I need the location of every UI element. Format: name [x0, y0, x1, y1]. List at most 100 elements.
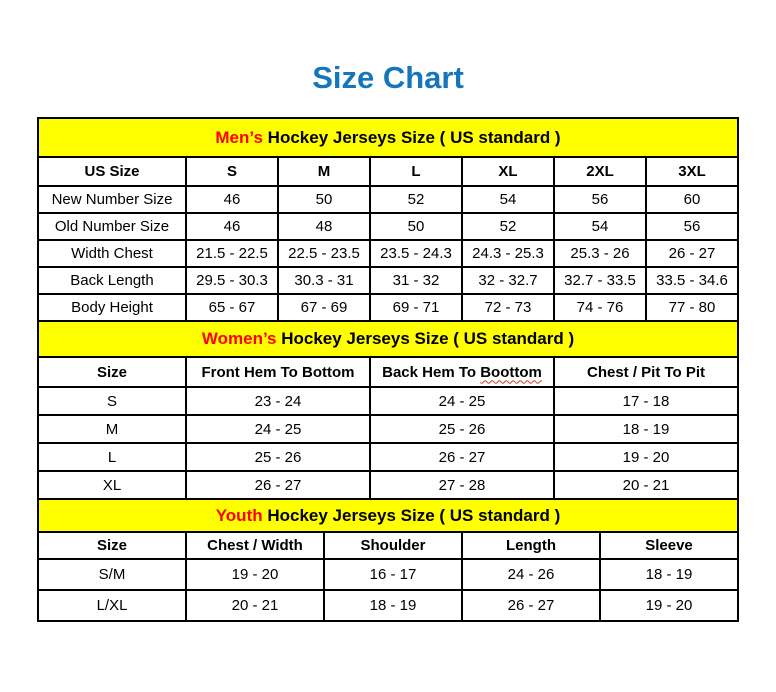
- column-header-3xl: 3XL: [645, 156, 739, 187]
- row-label: L/XL: [37, 589, 187, 622]
- column-header-2xl: 2XL: [553, 156, 647, 187]
- cell: 31 - 32: [369, 266, 463, 295]
- cell: 30.3 - 31: [277, 266, 371, 295]
- cell: 56: [645, 212, 739, 241]
- cell: 32 - 32.7: [461, 266, 555, 295]
- row-label: L: [37, 442, 187, 472]
- column-header-l: L: [369, 156, 463, 187]
- table-row-youth-lxl: L/XL 20 - 21 18 - 19 26 - 27 19 - 20: [37, 589, 740, 622]
- table-row-women-m: M 24 - 25 25 - 26 18 - 19: [37, 414, 740, 444]
- table-row-new-number-size: New Number Size 46 50 52 54 56 60: [37, 185, 739, 214]
- column-header-length: Length: [461, 531, 601, 560]
- cell: 26 - 27: [185, 470, 371, 500]
- row-label: S: [37, 386, 187, 416]
- mens-size-table: Men’s Hockey Jerseys Size ( US standard …: [37, 117, 739, 322]
- cell: 22.5 - 23.5: [277, 239, 371, 268]
- cell: 17 - 18: [552, 386, 740, 416]
- cell: 72 - 73: [461, 293, 555, 322]
- column-header-size: Size: [37, 356, 187, 388]
- mens-section-title: Men’s Hockey Jerseys Size ( US standard …: [37, 117, 739, 158]
- womens-section-header-row: Women’s Hockey Jerseys Size ( US standar…: [36, 320, 740, 358]
- cell: 23.5 - 24.3: [369, 239, 463, 268]
- cell: 56: [553, 185, 647, 214]
- column-header-xl: XL: [461, 156, 555, 187]
- mens-section-title-highlight: Men’s: [215, 127, 263, 147]
- mens-section-header-row: Men’s Hockey Jerseys Size ( US standard …: [37, 117, 739, 158]
- cell: 26 - 27: [645, 239, 739, 268]
- back-hem-prefix: Back Hem To: [382, 363, 477, 381]
- column-header-us-size: US Size: [37, 156, 187, 187]
- back-hem-misspelled-word: Boottom: [480, 363, 542, 381]
- youth-section-title-rest: Hockey Jerseys Size ( US standard ): [267, 505, 561, 525]
- mens-section-title-rest: Hockey Jerseys Size ( US standard ): [267, 127, 561, 147]
- cell: 65 - 67: [185, 293, 279, 322]
- youth-size-table: Youth Hockey Jerseys Size ( US standard …: [36, 498, 740, 622]
- cell: 26 - 27: [461, 589, 601, 622]
- cell: 69 - 71: [369, 293, 463, 322]
- cell: 27 - 28: [369, 470, 555, 500]
- cell: 18 - 19: [598, 558, 740, 591]
- cell: 54: [461, 185, 555, 214]
- cell: 46: [185, 212, 279, 241]
- cell: 26 - 27: [369, 442, 555, 472]
- row-label: Body Height: [37, 293, 187, 322]
- youth-section-title-highlight: Youth: [215, 505, 263, 525]
- womens-section-title: Women’s Hockey Jerseys Size ( US standar…: [36, 320, 740, 358]
- cell: 52: [369, 185, 463, 214]
- row-label: Back Length: [37, 266, 187, 295]
- table-row-women-xl: XL 26 - 27 27 - 28 20 - 21: [37, 470, 740, 500]
- cell: 54: [553, 212, 647, 241]
- cell: 19 - 20: [552, 442, 740, 472]
- table-row-body-height: Body Height 65 - 67 67 - 69 69 - 71 72 -…: [37, 293, 739, 322]
- column-header-m: M: [277, 156, 371, 187]
- row-label: New Number Size: [37, 185, 187, 214]
- cell: 48: [277, 212, 371, 241]
- row-label: S/M: [37, 558, 187, 591]
- cell: 74 - 76: [553, 293, 647, 322]
- cell: 16 - 17: [323, 558, 463, 591]
- column-header-s: S: [185, 156, 279, 187]
- womens-section-title-rest: Hockey Jerseys Size ( US standard ): [281, 329, 575, 348]
- column-header-sleeve: Sleeve: [598, 531, 740, 560]
- table-row-youth-sm: S/M 19 - 20 16 - 17 24 - 26 18 - 19: [37, 558, 740, 591]
- page-title: Size Chart: [312, 60, 464, 95]
- size-chart: Men’s Hockey Jerseys Size ( US standard …: [36, 117, 740, 622]
- cell: 25 - 26: [185, 442, 371, 472]
- cell: 24 - 25: [369, 386, 555, 416]
- column-header-size: Size: [37, 531, 187, 560]
- cell: 20 - 21: [185, 589, 325, 622]
- table-row-old-number-size: Old Number Size 46 48 50 52 54 56: [37, 212, 739, 241]
- mens-header-row: US Size S M L XL 2XL 3XL: [37, 156, 739, 187]
- row-label: Width Chest: [37, 239, 187, 268]
- youth-section-title: Youth Hockey Jerseys Size ( US standard …: [36, 498, 740, 533]
- cell: 67 - 69: [277, 293, 371, 322]
- womens-size-table: Women’s Hockey Jerseys Size ( US standar…: [36, 320, 740, 500]
- cell: 19 - 20: [185, 558, 325, 591]
- column-header-chest-pit: Chest / Pit To Pit: [552, 356, 740, 388]
- table-row-women-l: L 25 - 26 26 - 27 19 - 20: [37, 442, 740, 472]
- cell: 24 - 26: [461, 558, 601, 591]
- cell: 24.3 - 25.3: [461, 239, 555, 268]
- cell: 25.3 - 26: [553, 239, 647, 268]
- table-row-women-s: S 23 - 24 24 - 25 17 - 18: [37, 386, 740, 416]
- cell: 24 - 25: [185, 414, 371, 444]
- youth-header-row: Size Chest / Width Shoulder Length Sleev…: [37, 531, 740, 560]
- column-header-front-hem: Front Hem To Bottom: [185, 356, 371, 388]
- row-label: M: [37, 414, 187, 444]
- column-header-shoulder: Shoulder: [323, 531, 463, 560]
- womens-section-title-highlight: Women’s: [201, 329, 277, 348]
- cell: 77 - 80: [645, 293, 739, 322]
- cell: 25 - 26: [369, 414, 555, 444]
- cell: 18 - 19: [323, 589, 463, 622]
- cell: 32.7 - 33.5: [553, 266, 647, 295]
- cell: 46: [185, 185, 279, 214]
- womens-header-row: Size Front Hem To Bottom Back Hem To Boo…: [37, 356, 740, 388]
- cell: 18 - 19: [552, 414, 740, 444]
- column-header-back-hem: Back Hem To Boottom: [369, 356, 555, 388]
- cell: 60: [645, 185, 739, 214]
- cell: 33.5 - 34.6: [645, 266, 739, 295]
- cell: 50: [369, 212, 463, 241]
- cell: 52: [461, 212, 555, 241]
- cell: 23 - 24: [185, 386, 371, 416]
- youth-section-header-row: Youth Hockey Jerseys Size ( US standard …: [36, 498, 740, 533]
